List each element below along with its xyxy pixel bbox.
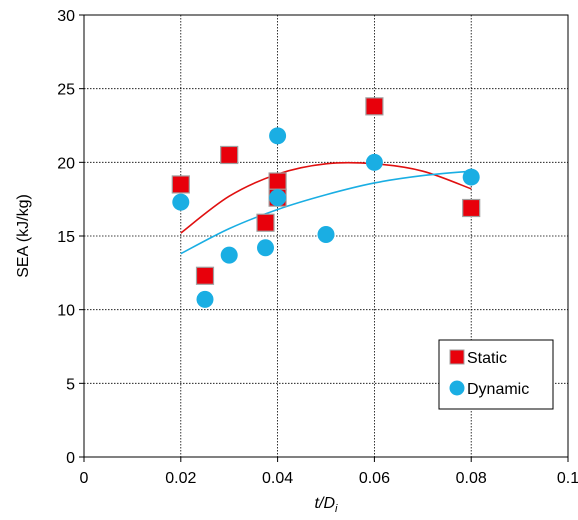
legend-static-swatch bbox=[449, 349, 465, 365]
trend-line-dynamic bbox=[180, 170, 472, 255]
x-axis-title: t/Di bbox=[315, 495, 338, 515]
x-axis-title-main: t/D bbox=[315, 495, 336, 512]
legend-dynamic-label: Dynamic bbox=[467, 381, 529, 398]
legend-static-label: Static bbox=[467, 350, 507, 367]
dynamic-point-4 bbox=[269, 127, 287, 145]
x-tick-label-1: 0.02 bbox=[165, 470, 196, 487]
data-markers bbox=[171, 97, 481, 308]
static-point-2 bbox=[220, 145, 239, 165]
dynamic-point-3 bbox=[257, 239, 274, 257]
dynamic-point-8 bbox=[462, 168, 480, 186]
x-tick-label-5: 0.1 bbox=[557, 470, 578, 487]
static-point-1 bbox=[195, 266, 215, 285]
y-tick-label-4: 20 bbox=[57, 155, 75, 172]
y-tick-label-0: 0 bbox=[66, 450, 75, 467]
dynamic-point-5-top bbox=[269, 189, 287, 207]
trend-lines bbox=[180, 161, 472, 255]
legend: Static Dynamic bbox=[438, 339, 554, 410]
y-tick-label-3: 15 bbox=[57, 229, 75, 246]
dynamic-point-7 bbox=[365, 153, 383, 171]
static-point-0 bbox=[171, 175, 190, 194]
static-point-3 bbox=[256, 213, 275, 232]
dynamic-point-0 bbox=[172, 193, 190, 211]
y-axis-title: SEA (kJ/kg) bbox=[15, 194, 32, 278]
static-point-4 bbox=[268, 172, 287, 191]
static-point-7 bbox=[462, 198, 481, 218]
dynamic-point-6 bbox=[317, 226, 335, 244]
y-tick-label-1: 5 bbox=[66, 376, 75, 393]
static-point-6 bbox=[365, 97, 384, 116]
dynamic-point-2 bbox=[220, 246, 238, 264]
dynamic-point-1 bbox=[196, 290, 214, 308]
x-tick-label-3: 0.06 bbox=[359, 470, 390, 487]
x-tick-label-2: 0.04 bbox=[262, 470, 293, 487]
y-tick-label-6: 30 bbox=[57, 8, 75, 25]
trend-line-static bbox=[180, 161, 472, 234]
axis-ticks: 0 0.02 0.04 0.06 0.08 0.1 0 5 10 15 20 25 30 bbox=[57, 8, 578, 487]
legend-dynamic-swatch bbox=[449, 380, 465, 396]
x-tick-label-4: 0.08 bbox=[456, 470, 487, 487]
x-tick-label-0: 0 bbox=[80, 470, 89, 487]
x-axis-title-subscript: i bbox=[335, 503, 338, 515]
y-tick-label-2: 10 bbox=[57, 303, 75, 320]
y-tick-label-5: 25 bbox=[57, 82, 75, 99]
